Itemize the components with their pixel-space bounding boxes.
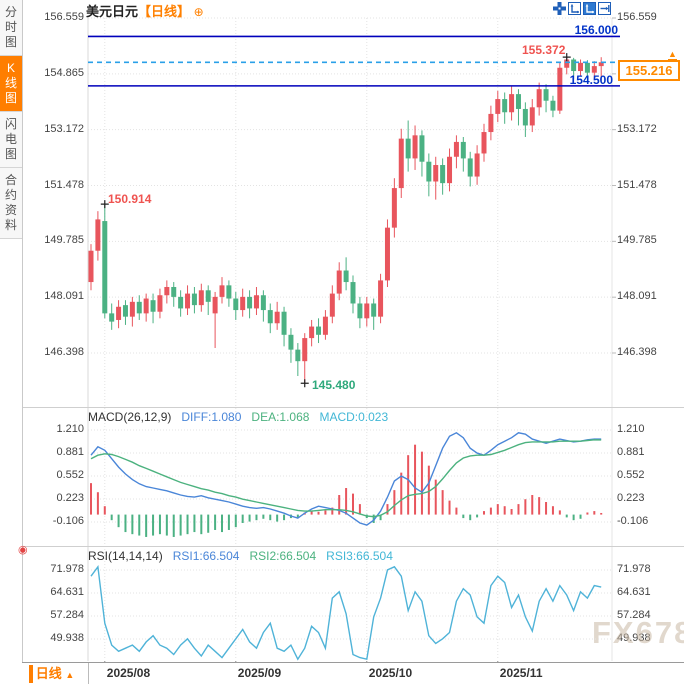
macd-axis-label-right: 1.210 <box>617 423 645 435</box>
rsi-axis-label-left: 71.978 <box>50 563 84 575</box>
add-indicator-icon[interactable]: ⊕ <box>193 5 204 19</box>
rsi3-value: RSI3:66.504 <box>326 549 393 563</box>
scale-axes-active-icon[interactable] <box>583 2 596 15</box>
rsi-axis-label-right: 57.284 <box>617 609 651 621</box>
month-label: 2025/09 <box>237 666 282 680</box>
swing-high-label: 150.914 <box>108 192 152 206</box>
macd-layer <box>90 431 603 537</box>
rsi-axis-label-left: 57.284 <box>50 609 84 621</box>
macd-axis-label-right: -0.106 <box>617 515 649 527</box>
rsi-axis-label-left: 64.631 <box>50 586 84 598</box>
sidebar-tab-2[interactable]: 闪电图 <box>0 112 22 168</box>
macd-axis-label-right: 0.881 <box>617 446 645 458</box>
rsi-line <box>90 564 602 661</box>
rsi-axis-label-left: 49.938 <box>50 631 84 644</box>
month-label: 2025/11 <box>499 666 543 680</box>
macd-axis-label-right: 0.223 <box>617 492 645 504</box>
macd-header: MACD(26,12,9) DIFF:1.080 DEA:1.068 MACD:0.0… <box>88 410 388 424</box>
price-axis-label-left: 148.091 <box>44 290 84 303</box>
indicator-target-icon[interactable]: ◉ <box>18 544 28 556</box>
pan-crosshair-icon[interactable] <box>553 2 566 15</box>
sidebar-tab-0[interactable]: 分时图 <box>0 0 22 56</box>
rsi2-value: RSI2:66.504 <box>249 549 317 563</box>
price-axis-label-left: 151.478 <box>44 178 84 191</box>
macd-axis-label-left: 0.552 <box>56 469 84 481</box>
price-axis-label-right: 153.172 <box>617 122 657 135</box>
macd-axis-label-right: 0.552 <box>617 469 645 481</box>
rsi-axis-label-right: 71.978 <box>617 563 651 575</box>
price-axis-label-left: 149.785 <box>44 234 84 247</box>
timeline-bar: 日线 ▲ 2025/08 2025/09 2025/10 2025/11 <box>22 662 684 684</box>
macd-rsi-divider <box>22 546 684 547</box>
price-macd-divider <box>22 407 684 408</box>
symbol-name: 美元日元 <box>86 4 139 19</box>
chart-high-label: 155.372 <box>522 43 566 57</box>
chart-title: 美元日元【日线】 ⊕ <box>86 1 204 20</box>
month-label: 2025/08 <box>106 666 151 680</box>
sidebar-tab-3[interactable]: 合约资料 <box>0 168 22 239</box>
macd-diff-line <box>90 431 602 526</box>
price-axis-label-right: 148.091 <box>617 290 657 303</box>
macd-axis-label-left: -0.106 <box>52 515 84 527</box>
swing-low-label: 145.480 <box>312 378 356 392</box>
rsi-axis-label-right: 49.938 <box>617 631 651 644</box>
price-axis-label-right: 149.785 <box>617 234 657 247</box>
macd-axis-label-left: 0.881 <box>56 446 84 458</box>
macd-macd-value: MACD:0.023 <box>319 410 389 424</box>
chart-toolbar <box>553 2 611 15</box>
rsi-title: RSI(14,14,14) <box>88 549 163 563</box>
scale-axes-icon[interactable] <box>568 2 581 15</box>
period-tab-accent <box>29 665 33 683</box>
macd-dea-value: DEA:1.068 <box>251 410 310 424</box>
price-axis-label-right: 156.559 <box>617 11 657 23</box>
period-tag: 【日线】 <box>138 4 191 19</box>
candlestick-plot-area[interactable] <box>88 18 612 406</box>
macd-diff-value: DIFF:1.080 <box>181 410 242 424</box>
price-alert-icon[interactable]: ▲ <box>668 49 677 61</box>
price-axis-label-left: 154.865 <box>44 66 84 79</box>
exit-chart-icon[interactable] <box>598 2 611 15</box>
month-label: 2025/10 <box>368 666 413 680</box>
macd-title: MACD(26,12,9) <box>88 410 172 424</box>
macd-dea-line <box>90 439 602 518</box>
price-axis-label-right: 146.398 <box>617 346 657 358</box>
macd-axis-label-left: 1.210 <box>56 423 84 435</box>
fx678-watermark: FX678 <box>592 615 684 650</box>
rsi1-value: RSI1:66.504 <box>172 549 240 563</box>
chevron-up-icon: ▲ <box>65 670 75 680</box>
last-price-tag: 155.216 <box>618 60 680 81</box>
rsi-header: RSI(14,14,14) RSI1:66.504 RSI2:66.504 RSI3:… <box>88 549 393 563</box>
period-tab-daily[interactable]: 日线 ▲ <box>22 663 89 684</box>
period-tab-label: 日线 <box>35 666 62 681</box>
support-price-label: 154.500 <box>569 73 613 87</box>
price-axis-label-right: 151.478 <box>617 178 657 191</box>
macd-axis-label-left: 0.223 <box>56 492 84 504</box>
price-axis-label-left: 153.172 <box>44 122 84 135</box>
price-axis-label-left: 146.398 <box>44 346 84 358</box>
resistance-price-label: 156.000 <box>574 23 618 37</box>
rsi-axis-label-right: 64.631 <box>617 586 651 598</box>
price-axis-label-left: 156.559 <box>44 11 84 23</box>
